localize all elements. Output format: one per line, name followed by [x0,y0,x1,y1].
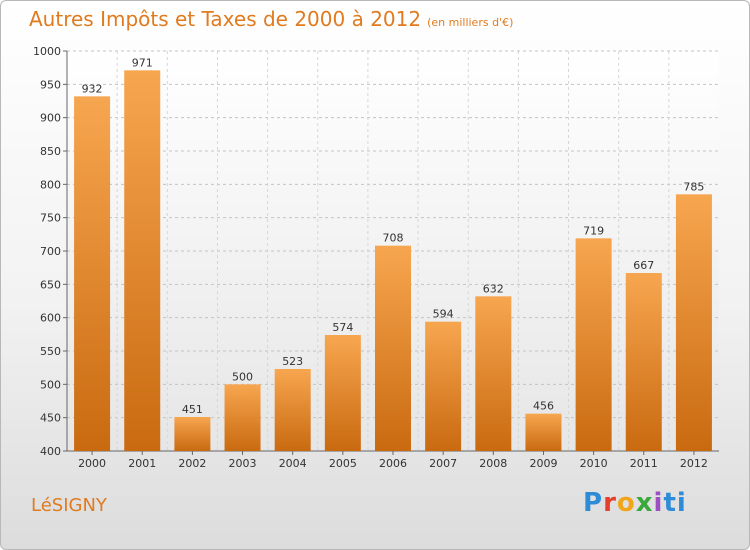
y-tick-label: 950 [40,78,61,91]
x-tick-label-2000: 2000 [78,457,106,470]
x-tick-label-2001: 2001 [128,457,156,470]
data-label-2009: 456 [533,400,554,413]
y-tick-label: 450 [40,412,61,425]
chart-title: Autres Impôts et Taxes de 2000 à 2012 (en… [29,7,513,31]
y-tick-label: 500 [40,378,61,391]
x-tick-label-2010: 2010 [580,457,608,470]
x-tick-label-2003: 2003 [229,457,257,470]
bar-2011 [625,273,662,451]
y-tick-label: 650 [40,278,61,291]
x-tick-label-2006: 2006 [379,457,407,470]
city-name: LéSIGNY [31,495,107,516]
bar-2001 [124,70,161,451]
data-label-2006: 708 [383,232,404,245]
logo-letter: P [583,488,604,518]
data-label-2005: 574 [332,321,353,334]
logo-letter: x [635,488,654,518]
bar-2008 [475,296,512,451]
data-label-2007: 594 [433,308,454,321]
x-tick-label-2008: 2008 [479,457,507,470]
y-tick-label: 900 [40,112,61,125]
chart-title-main: Autres Impôts et Taxes de 2000 à 2012 [29,7,422,31]
data-label-2000: 932 [82,82,103,95]
bar-2009 [525,413,562,451]
bar-2005 [324,335,361,451]
logo-letter: r [603,488,617,518]
data-label-2002: 451 [182,403,203,416]
proxiti-logo[interactable]: Proxiti [583,488,687,518]
bar-2012 [675,194,712,452]
bar-2002 [174,417,211,451]
data-label-2004: 523 [282,355,303,368]
y-tick-label: 850 [40,145,61,158]
x-tick-label-2011: 2011 [630,457,658,470]
x-tick-label-2005: 2005 [329,457,357,470]
y-tick-label: 550 [40,345,61,358]
bar-2004 [274,369,311,451]
bar-2007 [425,321,462,451]
bar-2006 [375,245,411,451]
x-tick-label-2012: 2012 [680,457,708,470]
y-tick-label: 400 [40,445,61,458]
bar-2010 [575,238,612,451]
logo-letter: o [616,488,636,518]
label-layer: 932 971 451 500 523 574 708 594 632 456 719 667 785 [82,56,705,416]
y-tick-label: 700 [40,245,61,258]
data-label-2011: 667 [633,259,654,272]
y-tick-label: 1000 [33,45,61,58]
logo-letter: i [653,488,664,518]
bar-layer [74,70,712,452]
data-label-2010: 719 [583,224,604,237]
bar-2003 [224,384,261,451]
bar-2000 [74,96,111,451]
x-tick-label-2002: 2002 [178,457,206,470]
logo-letter: ti [663,488,687,518]
x-tick-label-2007: 2007 [429,457,457,470]
x-tick-label-2009: 2009 [529,457,557,470]
chart-subtitle: (en milliers d'€) [427,16,514,29]
y-tick-label: 600 [40,312,61,325]
data-label-2001: 971 [132,56,153,69]
x-tick-label-2004: 2004 [279,457,307,470]
data-label-2008: 632 [483,282,504,295]
y-tick-label: 800 [40,178,61,191]
y-tick-label: 750 [40,212,61,225]
data-label-2003: 500 [232,370,253,383]
data-label-2012: 785 [683,180,704,193]
